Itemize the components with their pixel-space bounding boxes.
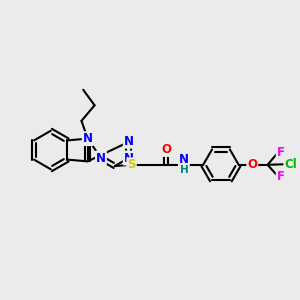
Text: O: O bbox=[247, 158, 257, 171]
Text: F: F bbox=[277, 170, 285, 183]
Text: N: N bbox=[124, 135, 134, 148]
Text: F: F bbox=[277, 146, 285, 159]
Text: N: N bbox=[96, 152, 106, 164]
Text: S: S bbox=[127, 158, 136, 171]
Text: O: O bbox=[161, 143, 171, 156]
Text: N: N bbox=[124, 152, 134, 164]
Text: N: N bbox=[83, 132, 93, 145]
Text: H: H bbox=[179, 165, 188, 175]
Text: N: N bbox=[179, 153, 189, 166]
Text: Cl: Cl bbox=[284, 158, 297, 171]
